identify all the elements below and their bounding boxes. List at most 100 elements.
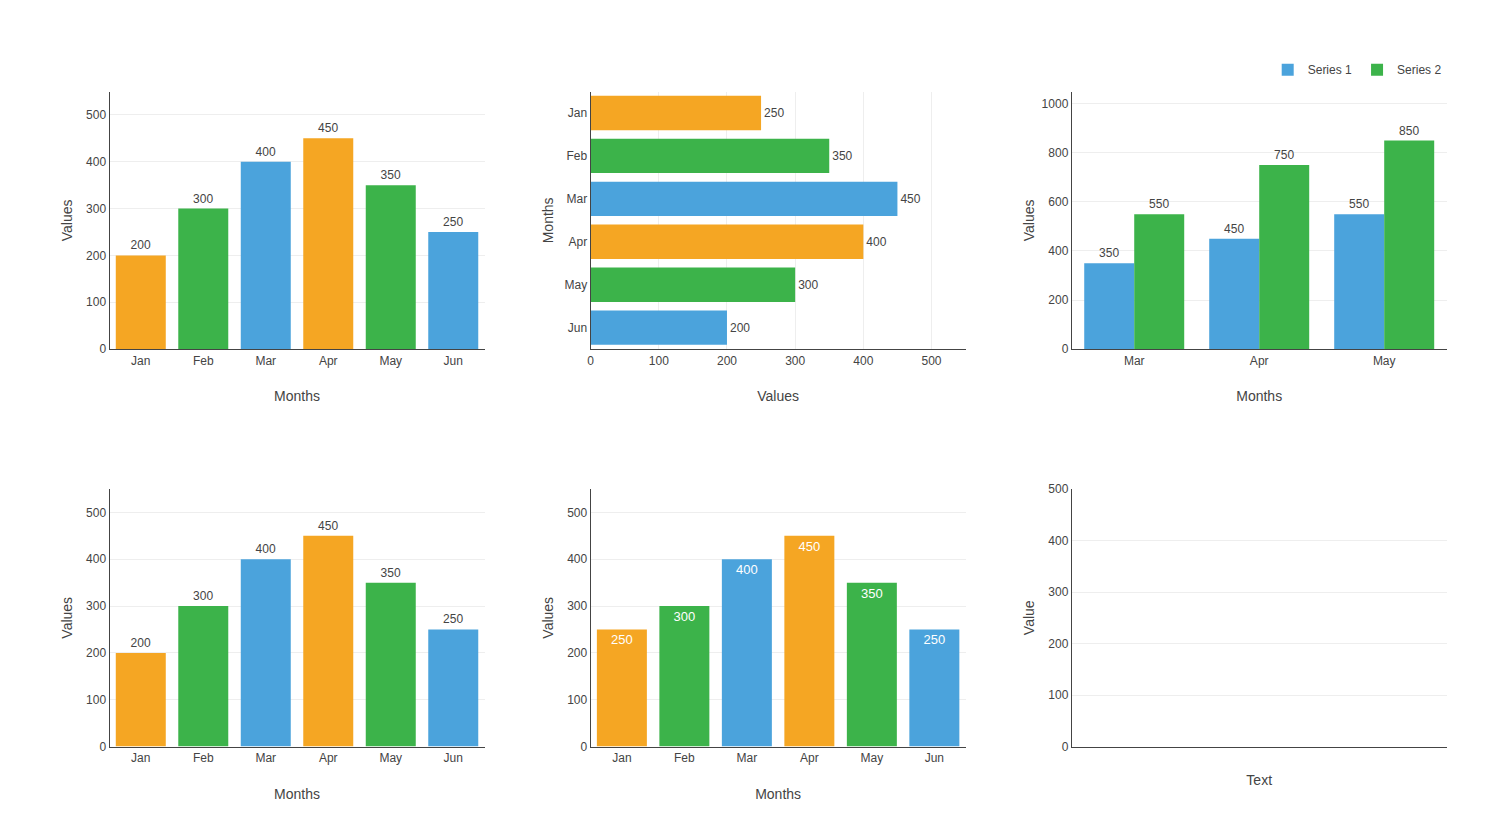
svg-text:300: 300 xyxy=(785,354,805,368)
svg-text:250: 250 xyxy=(764,106,784,120)
svg-text:500: 500 xyxy=(921,354,941,368)
svg-text:250: 250 xyxy=(443,612,463,626)
svg-text:500: 500 xyxy=(1048,482,1068,496)
svg-text:550: 550 xyxy=(1349,197,1369,211)
svg-text:Mar: Mar xyxy=(1124,354,1145,368)
svg-text:Jan: Jan xyxy=(131,751,150,765)
svg-text:400: 400 xyxy=(853,354,873,368)
svg-text:Mar: Mar xyxy=(255,751,276,765)
svg-text:450: 450 xyxy=(318,519,338,533)
svg-text:800: 800 xyxy=(1048,146,1068,160)
svg-text:Jun: Jun xyxy=(444,751,463,765)
svg-text:Jan: Jan xyxy=(131,354,150,368)
svg-text:200: 200 xyxy=(131,238,151,252)
svg-text:450: 450 xyxy=(900,192,920,206)
svg-text:750: 750 xyxy=(1274,148,1294,162)
svg-text:May: May xyxy=(379,751,402,765)
svg-text:200: 200 xyxy=(567,646,587,660)
svg-text:350: 350 xyxy=(1099,246,1119,260)
svg-text:Apr: Apr xyxy=(319,751,338,765)
svg-text:200: 200 xyxy=(86,646,106,660)
svg-text:Jan: Jan xyxy=(612,751,631,765)
svg-text:500: 500 xyxy=(86,506,106,520)
svg-text:Feb: Feb xyxy=(567,149,588,163)
svg-text:250: 250 xyxy=(443,215,463,229)
svg-text:450: 450 xyxy=(318,121,338,135)
svg-text:400: 400 xyxy=(256,145,276,159)
svg-text:Values: Values xyxy=(59,597,75,639)
svg-text:May: May xyxy=(861,751,884,765)
svg-text:300: 300 xyxy=(86,599,106,613)
svg-text:Months: Months xyxy=(274,388,320,404)
svg-text:200: 200 xyxy=(1048,637,1068,651)
svg-text:200: 200 xyxy=(131,636,151,650)
svg-text:Jan: Jan xyxy=(568,106,587,120)
svg-text:200: 200 xyxy=(86,249,106,263)
svg-text:Apr: Apr xyxy=(569,235,588,249)
svg-text:100: 100 xyxy=(86,693,106,707)
svg-text:Values: Values xyxy=(757,388,799,404)
svg-text:Apr: Apr xyxy=(319,354,338,368)
svg-text:350: 350 xyxy=(861,586,883,601)
svg-text:300: 300 xyxy=(1048,585,1068,599)
svg-text:0: 0 xyxy=(581,740,588,754)
svg-text:400: 400 xyxy=(86,552,106,566)
svg-text:Feb: Feb xyxy=(193,354,214,368)
svg-text:1000: 1000 xyxy=(1042,97,1069,111)
svg-text:Months: Months xyxy=(755,786,801,802)
svg-text:400: 400 xyxy=(736,562,758,577)
svg-text:400: 400 xyxy=(1048,534,1068,548)
svg-text:400: 400 xyxy=(86,155,106,169)
svg-text:Months: Months xyxy=(274,786,320,802)
svg-text:100: 100 xyxy=(86,295,106,309)
svg-text:Feb: Feb xyxy=(674,751,695,765)
svg-text:400: 400 xyxy=(866,235,886,249)
svg-text:500: 500 xyxy=(567,506,587,520)
svg-text:May: May xyxy=(1373,354,1396,368)
svg-text:400: 400 xyxy=(1048,244,1068,258)
svg-text:450: 450 xyxy=(799,539,821,554)
svg-text:0: 0 xyxy=(1062,740,1069,754)
svg-text:May: May xyxy=(565,278,588,292)
svg-text:Value: Value xyxy=(1021,600,1037,635)
svg-text:200: 200 xyxy=(1048,293,1068,307)
svg-text:Months: Months xyxy=(540,197,556,243)
svg-text:300: 300 xyxy=(674,609,696,624)
svg-text:Months: Months xyxy=(1236,388,1282,404)
svg-text:400: 400 xyxy=(256,542,276,556)
svg-text:Apr: Apr xyxy=(800,751,819,765)
svg-text:Jun: Jun xyxy=(444,354,463,368)
svg-text:Mar: Mar xyxy=(737,751,758,765)
svg-text:200: 200 xyxy=(730,321,750,335)
svg-text:100: 100 xyxy=(1048,688,1068,702)
svg-text:350: 350 xyxy=(832,149,852,163)
svg-text:Jun: Jun xyxy=(925,751,944,765)
svg-text:350: 350 xyxy=(381,566,401,580)
svg-text:100: 100 xyxy=(649,354,669,368)
svg-text:Values: Values xyxy=(59,199,75,241)
svg-text:250: 250 xyxy=(611,632,633,647)
svg-text:Series 2: Series 2 xyxy=(1397,63,1441,77)
svg-text:250: 250 xyxy=(924,632,946,647)
svg-text:0: 0 xyxy=(1062,342,1069,356)
svg-text:Values: Values xyxy=(540,597,556,639)
svg-text:0: 0 xyxy=(587,354,594,368)
svg-text:Apr: Apr xyxy=(1250,354,1269,368)
svg-text:Values: Values xyxy=(1021,199,1037,241)
svg-text:Jun: Jun xyxy=(568,321,587,335)
svg-text:0: 0 xyxy=(99,740,106,754)
svg-text:0: 0 xyxy=(99,342,106,356)
svg-text:Mar: Mar xyxy=(567,192,588,206)
svg-text:500: 500 xyxy=(86,108,106,122)
svg-text:350: 350 xyxy=(381,168,401,182)
svg-text:May: May xyxy=(379,354,402,368)
svg-text:200: 200 xyxy=(717,354,737,368)
svg-text:450: 450 xyxy=(1224,222,1244,236)
svg-text:300: 300 xyxy=(567,599,587,613)
svg-text:400: 400 xyxy=(567,552,587,566)
svg-text:300: 300 xyxy=(86,202,106,216)
svg-text:100: 100 xyxy=(567,693,587,707)
svg-text:300: 300 xyxy=(193,589,213,603)
svg-text:300: 300 xyxy=(193,192,213,206)
svg-text:Series 1: Series 1 xyxy=(1308,63,1352,77)
